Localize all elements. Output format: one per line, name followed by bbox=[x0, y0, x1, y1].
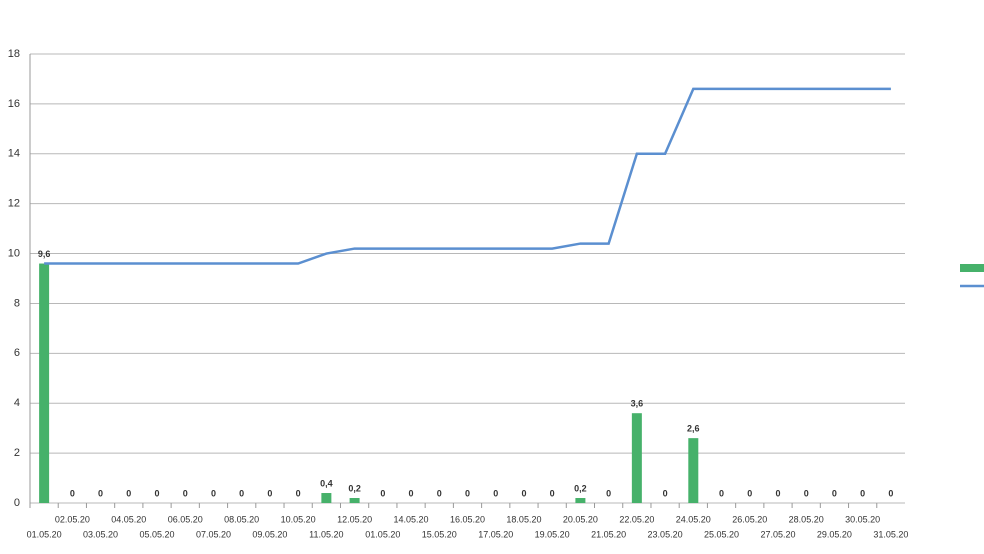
value-label: 0,4 bbox=[320, 478, 333, 488]
x-tick-label: 18.05.20 bbox=[506, 514, 541, 524]
value-label: 0 bbox=[155, 488, 160, 498]
value-label: 0 bbox=[437, 488, 442, 498]
value-label: 0 bbox=[98, 488, 103, 498]
bar bbox=[349, 498, 360, 503]
x-tick-label: 26.05.20 bbox=[732, 514, 767, 524]
x-tick-label: 11.05.20 bbox=[309, 529, 343, 539]
bar bbox=[631, 413, 642, 503]
x-tick-label: 24.05.20 bbox=[676, 514, 711, 524]
x-tick-label: 05.05.20 bbox=[139, 529, 174, 539]
x-tick-label: 22.05.20 bbox=[619, 514, 654, 524]
y-tick-label: 2 bbox=[14, 447, 20, 459]
x-tick-label: 28.05.20 bbox=[789, 514, 824, 524]
value-label: 0 bbox=[126, 488, 131, 498]
x-tick-label: 01.05.20 bbox=[27, 529, 62, 539]
x-tick-label: 31.05.20 bbox=[873, 529, 908, 539]
value-label: 0 bbox=[465, 488, 470, 498]
line bbox=[44, 87, 891, 265]
x-tick-label: 15.05.20 bbox=[422, 529, 457, 539]
value-label: 2,6 bbox=[687, 424, 700, 434]
x-tick-label: 23.05.20 bbox=[648, 529, 683, 539]
value-label: 0 bbox=[183, 488, 188, 498]
value-label: 0 bbox=[804, 488, 809, 498]
x-tick-label: 02.05.20 bbox=[55, 514, 90, 524]
value-label: 0 bbox=[832, 488, 837, 498]
y-tick-label: 6 bbox=[14, 347, 20, 359]
y-tick-label: 0 bbox=[14, 497, 20, 509]
value-label: 0 bbox=[239, 488, 244, 498]
x-tick-label: 03.05.20 bbox=[83, 529, 118, 539]
value-label: 0 bbox=[380, 488, 385, 498]
value-label: 0 bbox=[267, 488, 272, 498]
bar bbox=[575, 498, 586, 503]
x-tick-label: 29.05.20 bbox=[817, 529, 852, 539]
x-tick-label: 19.05.20 bbox=[535, 529, 570, 539]
bar bbox=[321, 493, 332, 503]
value-label: 3,6 bbox=[631, 399, 644, 409]
y-tick-label: 14 bbox=[8, 148, 20, 160]
x-tick-label: 04.05.20 bbox=[111, 514, 146, 524]
x-tick-label: 17.05.20 bbox=[478, 529, 513, 539]
x-tick-label: 14.05.20 bbox=[394, 514, 429, 524]
x-tick-label: 06.05.20 bbox=[168, 514, 203, 524]
x-tick-label: 08.05.20 bbox=[224, 514, 259, 524]
value-label: 9,6 bbox=[38, 249, 51, 259]
bar bbox=[688, 438, 699, 503]
y-tick-label: 10 bbox=[8, 247, 20, 259]
x-tick-label: 21.05.20 bbox=[591, 529, 626, 539]
value-label: 0,2 bbox=[574, 483, 587, 493]
bar bbox=[39, 263, 50, 503]
value-label: 0 bbox=[409, 488, 414, 498]
value-label: 0 bbox=[550, 488, 555, 498]
value-label: 0 bbox=[521, 488, 526, 498]
x-tick-label: 16.05.20 bbox=[450, 514, 485, 524]
x-tick-label: 01.05.20 bbox=[365, 529, 400, 539]
y-tick-label: 18 bbox=[8, 48, 20, 60]
value-label: 0 bbox=[70, 488, 75, 498]
x-tick-label: 09.05.20 bbox=[252, 529, 287, 539]
value-label: 0 bbox=[296, 488, 301, 498]
value-label: 0 bbox=[719, 488, 724, 498]
y-tick-label: 8 bbox=[14, 297, 20, 309]
x-tick-label: 07.05.20 bbox=[196, 529, 231, 539]
legend-swatch bbox=[960, 264, 984, 272]
value-label: 0 bbox=[493, 488, 498, 498]
x-tick-label: 25.05.20 bbox=[704, 529, 739, 539]
value-label: 0,2 bbox=[348, 483, 361, 493]
y-tick-label: 4 bbox=[14, 397, 20, 409]
y-tick-label: 12 bbox=[8, 198, 20, 210]
x-tick-label: 30.05.20 bbox=[845, 514, 880, 524]
value-label: 0 bbox=[606, 488, 611, 498]
value-label: 0 bbox=[663, 488, 668, 498]
x-tick-label: 10.05.20 bbox=[281, 514, 316, 524]
value-label: 0 bbox=[860, 488, 865, 498]
x-tick-label: 27.05.20 bbox=[760, 529, 795, 539]
x-tick-label: 20.05.20 bbox=[563, 514, 598, 524]
value-label: 0 bbox=[211, 488, 216, 498]
y-tick-label: 16 bbox=[8, 98, 20, 110]
value-label: 0 bbox=[888, 488, 893, 498]
value-label: 0 bbox=[747, 488, 752, 498]
value-label: 0 bbox=[775, 488, 780, 498]
x-tick-label: 12.05.20 bbox=[337, 514, 372, 524]
